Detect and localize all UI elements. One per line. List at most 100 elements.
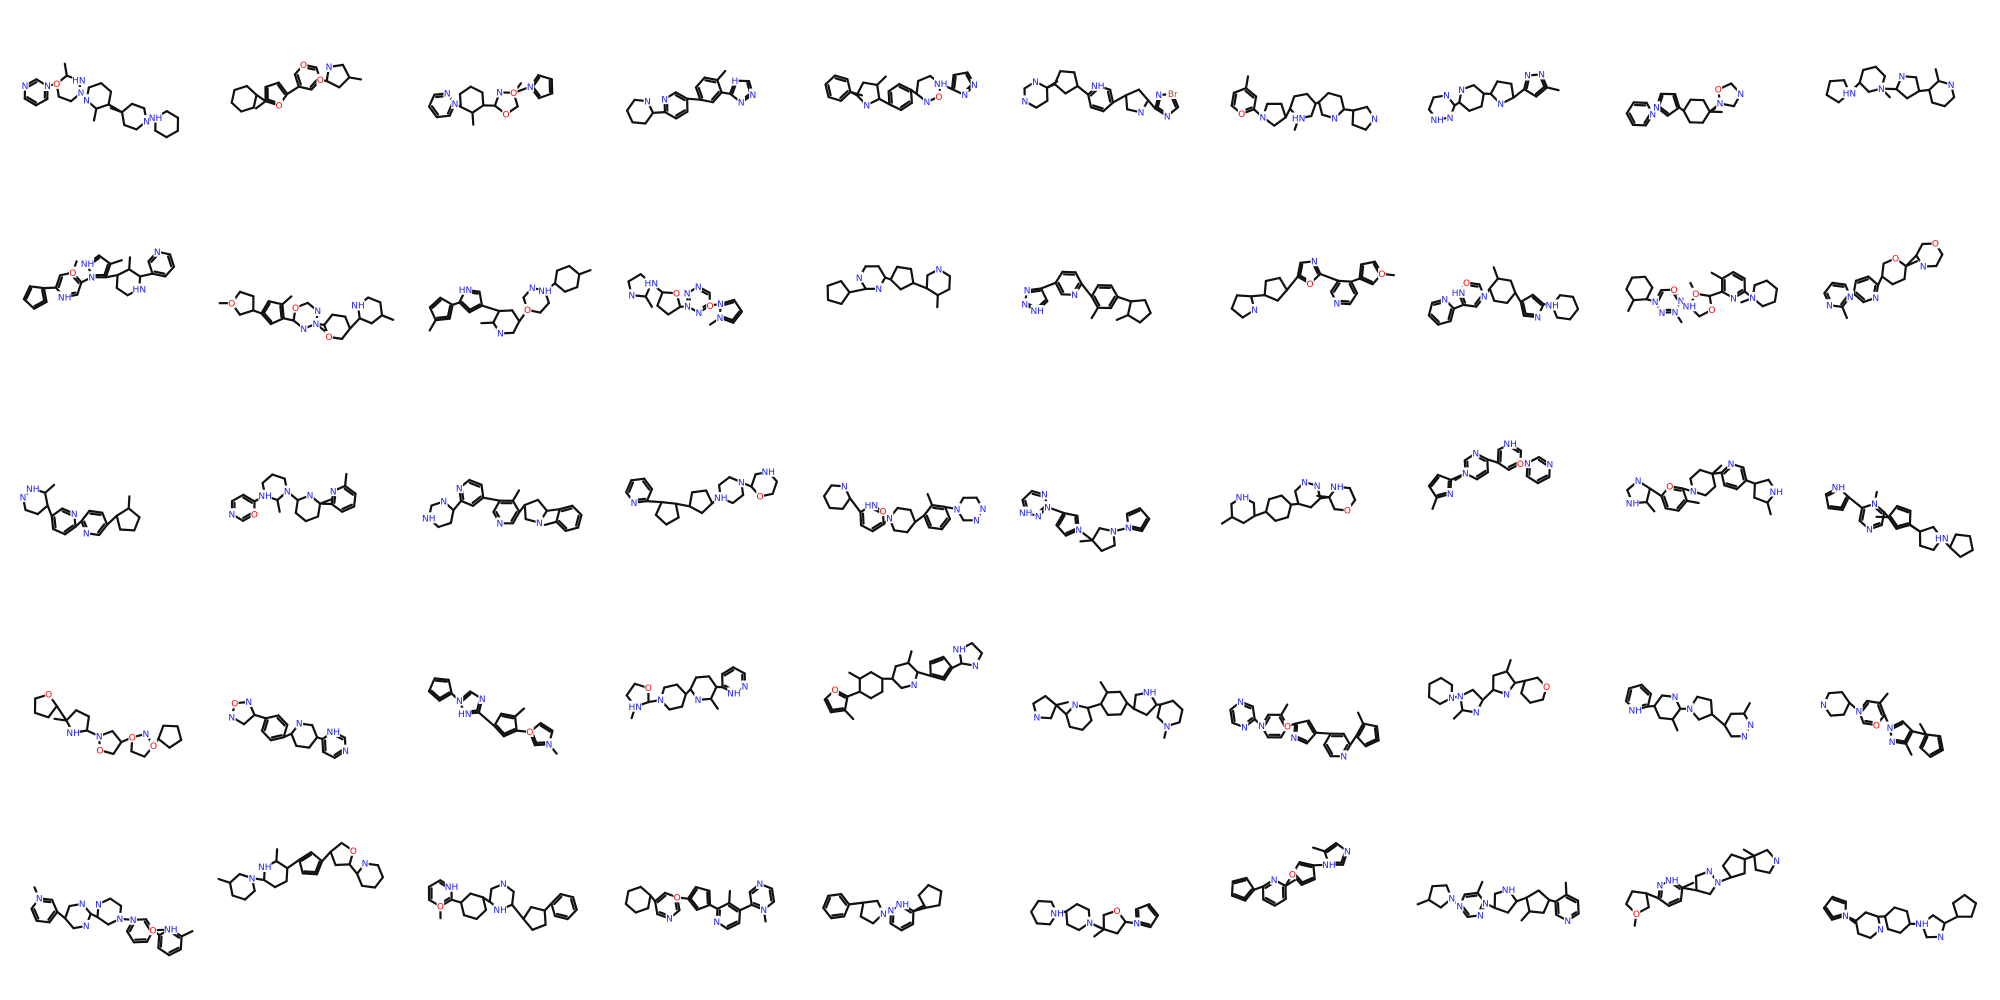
atom-label-background (706, 299, 714, 311)
bond-line (290, 732, 298, 747)
atom-label: N (911, 681, 918, 691)
bond-line (706, 891, 709, 905)
bond-line (1492, 266, 1500, 280)
bond-line (1319, 272, 1340, 282)
atom-label: N (71, 510, 78, 520)
atom-label-background (627, 289, 636, 301)
molecule-structure: HN N NH N (1800, 400, 2000, 600)
atom-label-background (1898, 70, 1906, 82)
bond-line (710, 90, 720, 101)
bond-line (1639, 686, 1650, 696)
atom-label: HN (459, 286, 473, 296)
atom-label: N (1237, 698, 1244, 708)
bond-line (434, 679, 449, 683)
atom-label: N (130, 916, 137, 926)
bond-line (1233, 93, 1238, 106)
bond-line (1745, 479, 1756, 485)
bond-line (1519, 293, 1534, 304)
atom-label-background (970, 78, 979, 90)
bond-line (1824, 493, 1830, 510)
atom-label-background (148, 111, 163, 123)
atom-label-background (1729, 292, 1738, 304)
atom-label-background (1480, 290, 1488, 302)
atom-label-background (1516, 457, 1525, 469)
bond-line (1695, 889, 1712, 896)
bond-line (889, 91, 893, 104)
atom-label: N (1447, 490, 1454, 500)
bond-line (899, 100, 911, 109)
molecule-drawing: NH NO NH (427, 877, 578, 931)
atom-label: O (1543, 683, 1550, 693)
bond-line (1439, 676, 1454, 687)
bond-line (63, 525, 77, 536)
bond-line (1030, 899, 1040, 913)
atom-label: N (452, 100, 459, 110)
molecule-structure: O NH N N N N (200, 600, 400, 800)
bond-line (570, 898, 575, 911)
bond-line (96, 915, 110, 926)
bond-line (1823, 281, 1834, 295)
bond-line (1624, 687, 1631, 703)
atom-label-background (1501, 883, 1516, 895)
bond-line (43, 491, 49, 507)
atom-label-background (683, 287, 691, 299)
atom-label-background (1313, 479, 1321, 491)
atom-label: N (1032, 78, 1039, 88)
bond-line (708, 889, 712, 907)
bond-line (1625, 101, 1635, 115)
bond-line (501, 714, 515, 720)
atom-label: N (1138, 109, 1145, 119)
atom-label-background (1476, 909, 1485, 921)
bond-line (663, 683, 679, 689)
bond-line (260, 300, 270, 315)
atom-label-background (306, 489, 314, 501)
bond-line (1273, 116, 1287, 127)
bond-line (1921, 735, 1929, 748)
atom-label: N (546, 741, 553, 751)
bond-line (1919, 544, 1935, 551)
atom-label-background (443, 87, 452, 99)
bond-line (1109, 295, 1119, 310)
bond-line (839, 90, 852, 102)
bond-line (1118, 690, 1129, 705)
bond-line (1505, 658, 1512, 673)
molecule-structure: HN N N N N N O N O N (600, 200, 800, 400)
bond-line (1528, 910, 1545, 914)
bond-line (230, 101, 243, 113)
bond-line (1054, 281, 1063, 296)
bond-line (264, 714, 280, 720)
atom-label-background (78, 897, 87, 909)
bond-line (543, 909, 547, 926)
bond-line (1510, 82, 1515, 99)
bond-line (294, 511, 308, 523)
atom-label: N (117, 915, 124, 925)
atom-label-background (1451, 286, 1466, 298)
bond-line (128, 256, 132, 271)
atom-label: N (326, 63, 333, 73)
bond-line (1230, 515, 1245, 525)
atom-label: N (83, 529, 90, 539)
atom-label: N (527, 83, 534, 93)
bond-line (950, 73, 955, 91)
bond-line (1137, 920, 1151, 926)
bond-line (1427, 682, 1431, 699)
bond-line (460, 300, 472, 311)
bond-line (732, 666, 746, 675)
atom-label: N (245, 698, 252, 708)
bond-line (531, 923, 547, 931)
bond-line (1943, 96, 1956, 108)
bond-line (74, 520, 83, 528)
atom-label: N (695, 696, 702, 706)
atom-label: N (888, 907, 895, 917)
atom-label-background (1471, 447, 1480, 459)
atom-label: O (96, 746, 103, 756)
atom-label-background (1070, 288, 1079, 300)
atom-label: N (1866, 526, 1873, 536)
atom-label-background (643, 95, 652, 107)
bond-line (1886, 928, 1902, 934)
bond-line (1132, 707, 1148, 717)
atom-label-background (1085, 916, 1094, 928)
bond-line (471, 104, 485, 114)
